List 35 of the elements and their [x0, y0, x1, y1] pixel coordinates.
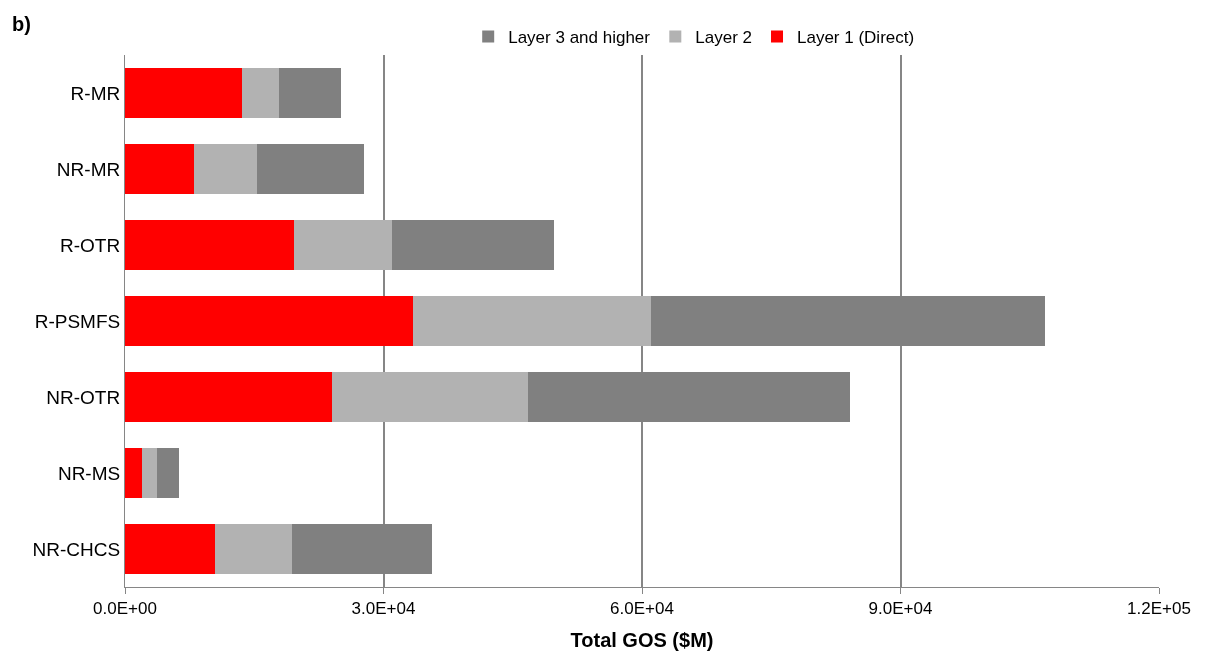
bar	[193, 143, 257, 195]
chart-title: b)	[12, 12, 31, 35]
bar	[331, 371, 529, 423]
y-tick-label: NR-MS	[57, 462, 121, 484]
bar	[156, 447, 180, 499]
bar	[125, 447, 143, 499]
x-tick-label: 6.0E+04	[610, 599, 674, 619]
y-tick-label: NR-MR	[56, 158, 121, 180]
y-tick-label: R-MR	[70, 82, 121, 104]
bar	[125, 143, 194, 195]
bar	[215, 523, 293, 575]
x-tick-label: 3.0E+04	[351, 599, 416, 619]
bar	[125, 295, 413, 347]
bar	[142, 447, 157, 499]
bar	[242, 67, 280, 119]
bar	[125, 371, 332, 423]
legend-label: Layer 1 (Direct)	[797, 28, 915, 48]
bar	[256, 143, 364, 195]
y-tick-label: R-OTR	[60, 234, 121, 256]
y-tick-label: NR-CHCS	[32, 538, 121, 560]
legend-label: Layer 2	[695, 28, 753, 48]
y-tick-label: NR-OTR	[46, 386, 121, 408]
y-tick-label: R-PSMFS	[34, 310, 121, 332]
legend-label: Layer 3 and higher	[508, 28, 651, 48]
x-tick-label: 9.0E+04	[868, 599, 933, 619]
bar	[125, 523, 216, 575]
bar	[125, 219, 294, 271]
x-tick-label: 1.2E+05	[1127, 599, 1191, 619]
bar	[125, 67, 243, 119]
bar	[279, 67, 342, 119]
bar	[412, 295, 652, 347]
x-axis-title: Total GOS ($M)	[570, 628, 714, 651]
x-tick-label: 0.0E+00	[93, 599, 157, 619]
bar	[293, 219, 393, 271]
bar	[392, 219, 555, 271]
